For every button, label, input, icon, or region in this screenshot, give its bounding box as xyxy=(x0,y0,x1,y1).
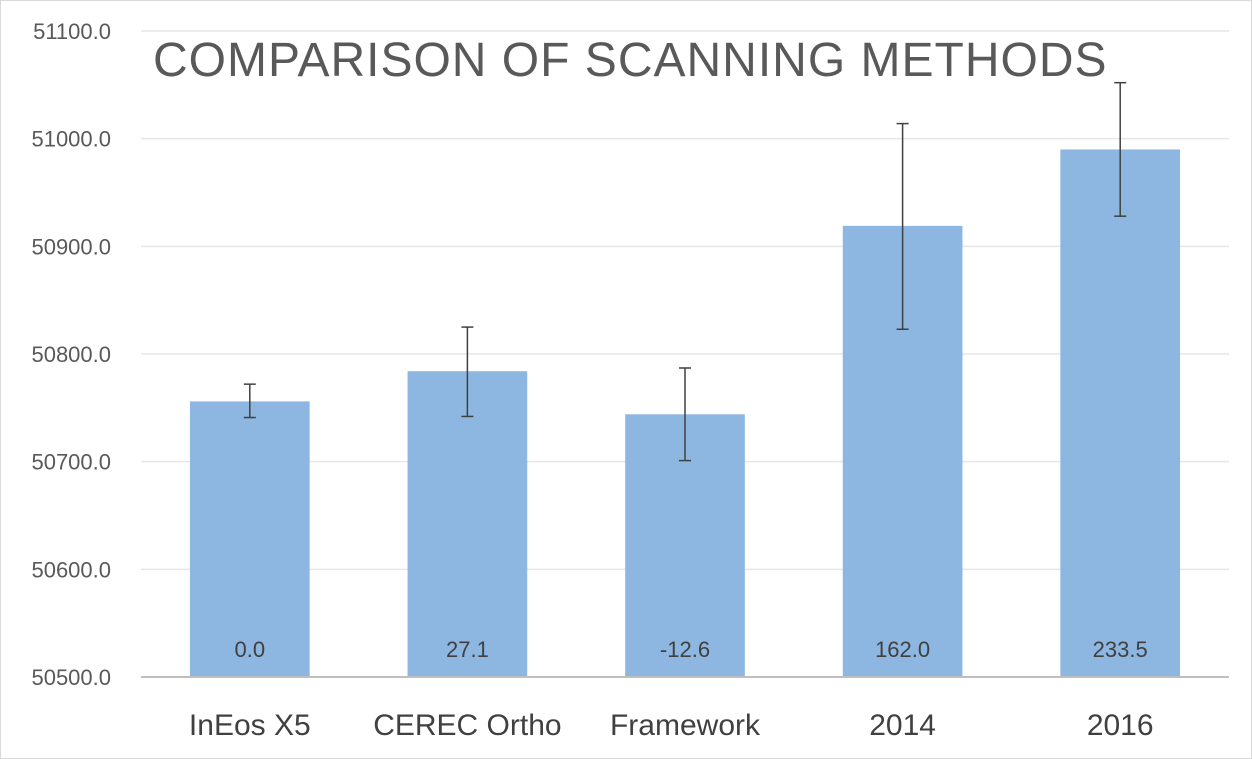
bar xyxy=(1060,149,1181,677)
error-bar xyxy=(243,383,256,419)
data-label: 0.0 xyxy=(235,637,266,662)
category-label: 2014 xyxy=(869,709,936,742)
y-tick-label: 50900.0 xyxy=(31,234,111,259)
bar xyxy=(189,401,310,677)
y-axis-tick-labels: 50500.0 50600.0 50700.0 50800.0 50900.0 51000… xyxy=(31,19,111,690)
gridlines xyxy=(141,30,1229,571)
x-axis-category-labels: InEos X5 CEREC Ortho Framework 2014 2016 xyxy=(189,709,1154,742)
category-label: CEREC Ortho xyxy=(373,709,561,742)
data-label: 27.1 xyxy=(446,637,489,662)
error-bar xyxy=(1114,81,1127,217)
data-labels: 0.0 27.1 -12.6 162.0 233.5 xyxy=(235,637,1148,662)
category-label: InEos X5 xyxy=(189,709,311,742)
y-tick-label: 50500.0 xyxy=(31,665,111,690)
y-tick-label: 50800.0 xyxy=(31,342,111,367)
data-label: 162.0 xyxy=(875,637,930,662)
y-tick-label: 50700.0 xyxy=(31,450,111,475)
y-tick-label: 50600.0 xyxy=(31,557,111,582)
error-bar xyxy=(896,122,909,330)
bars xyxy=(189,149,1181,678)
y-tick-label: 51100.0 xyxy=(33,19,111,44)
chart-title: COMPARISON OF SCANNING METHODS xyxy=(153,34,1108,87)
y-tick-label: 51000.0 xyxy=(31,127,111,152)
error-bar xyxy=(461,326,474,418)
error-bar xyxy=(679,367,691,462)
error-bars xyxy=(243,81,1127,462)
category-label: 2016 xyxy=(1087,709,1154,742)
data-label: -12.6 xyxy=(660,637,710,662)
category-label: Framework xyxy=(610,709,761,742)
bar xyxy=(407,371,528,677)
data-label: 233.5 xyxy=(1093,637,1148,662)
